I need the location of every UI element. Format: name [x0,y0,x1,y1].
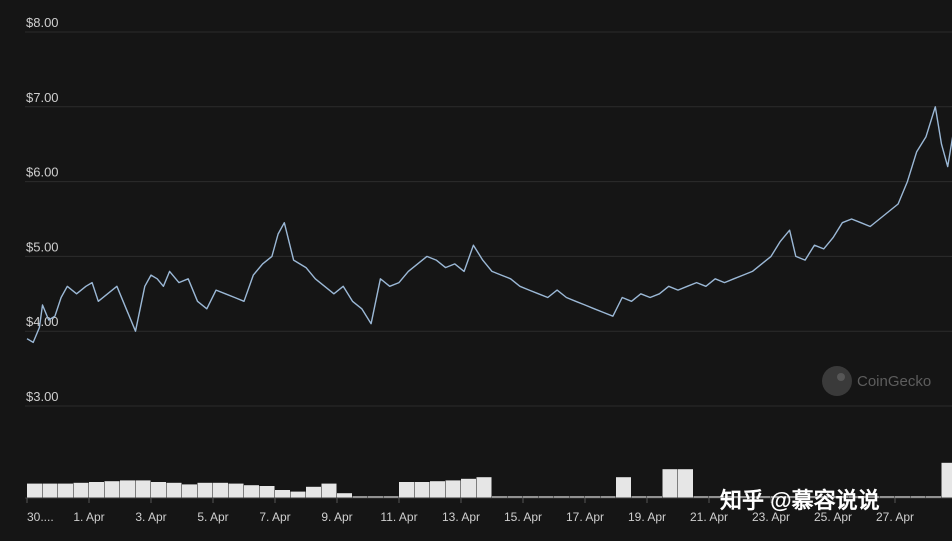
volume-bar [786,496,802,498]
price-line [26,106,952,344]
x-tick-label: 23. Apr [752,510,790,524]
x-tick-label: 19. Apr [628,510,666,524]
volume-bar [740,496,755,498]
volume-bar [647,496,662,498]
x-tick-label: 11. Apr [380,510,417,524]
x-tick-label: 3. Apr [135,510,166,524]
volume-bar [120,480,135,498]
volume-bar [27,483,42,498]
y-tick-label: $4.00 [26,314,59,329]
volume-bar [523,496,538,498]
x-tick-label: 9. Apr [321,510,352,524]
volume-bar [399,482,414,498]
volume-bar [58,483,73,498]
volume-bar [864,496,879,498]
x-tick-label: 1. Apr [73,510,104,524]
volume-bar [554,496,569,498]
volume-bar [771,496,786,498]
volume-bar [585,496,600,498]
volume-bar [151,482,166,498]
volume-bar [817,496,833,498]
volume-bar [631,496,647,498]
volume-bar [228,483,244,498]
volume-bar [569,496,585,498]
volume-bar [802,496,817,498]
volume-bar [492,496,507,498]
volume-bars [27,462,952,498]
x-tick-label: 25. Apr [814,510,852,524]
y-axis-labels: $3.00 $4.00 $5.00 $6.00 $7.00 $8.00 [26,15,59,404]
volume-bar [197,482,213,498]
volume-bar [430,481,445,498]
volume-bar [693,496,709,498]
volume-bar [306,486,321,498]
volume-bar [213,482,228,498]
coingecko-logo-icon [822,366,852,396]
volume-bar [538,496,554,498]
y-tick-label: $6.00 [26,165,59,180]
y-tick-label: $5.00 [26,239,59,254]
watermark-text: CoinGecko [857,373,931,390]
volume-bar [476,477,492,498]
x-axis-labels: 30.... 1. Apr 3. Apr 5. Apr 7. Apr 9. Apr 11. … [26,498,914,524]
coingecko-logo-eye-icon [837,373,845,381]
x-tick-label: 30.... [27,510,54,524]
volume-bar [910,496,926,498]
volume-bar [275,490,290,498]
credit-text: 知乎 @慕容说说 [720,488,880,513]
volume-bar [89,482,104,498]
volume-bar [135,480,151,498]
volume-bar [879,496,895,498]
volume-bar [414,482,430,498]
volume-bar [352,496,368,498]
volume-bar [337,493,352,498]
volume-bar [678,469,693,498]
volume-bar [445,480,461,498]
x-tick-label: 27. Apr [876,510,914,524]
volume-bar [461,478,476,498]
volume-bar [244,485,259,498]
volume-bar [166,482,182,498]
volume-bar [941,462,952,498]
x-tick-label: 21. Apr [690,510,728,524]
volume-bar [259,486,275,498]
volume-bar [42,483,58,498]
volume-bar [926,496,941,498]
y-tick-label: $8.00 [26,15,59,30]
volume-bar [848,496,864,498]
volume-bar [104,481,120,498]
volume-bar [600,496,616,498]
watermark: CoinGecko [822,366,931,396]
volume-bar [290,491,306,498]
y-tick-label: $7.00 [26,90,59,105]
x-tick-label: 5. Apr [197,510,228,524]
volume-bar [662,469,678,498]
x-tick-label: 15. Apr [504,510,542,524]
volume-bar [709,496,724,498]
volume-bar [368,496,383,498]
volume-bar [895,496,910,498]
y-tick-label: $3.00 [26,389,59,404]
volume-bar [724,496,740,498]
volume-bar [755,496,771,498]
x-tick-label: 17. Apr [566,510,604,524]
volume-bar [182,484,197,498]
volume-bar [833,496,848,498]
volume-bar [616,477,631,498]
volume-bar [507,496,523,498]
volume-bar [321,483,337,498]
grid-lines [25,31,952,407]
x-tick-label: 7. Apr [259,510,290,524]
x-tick-label: 13. Apr [442,510,480,524]
volume-bar [73,482,89,498]
volume-bar [383,496,399,498]
